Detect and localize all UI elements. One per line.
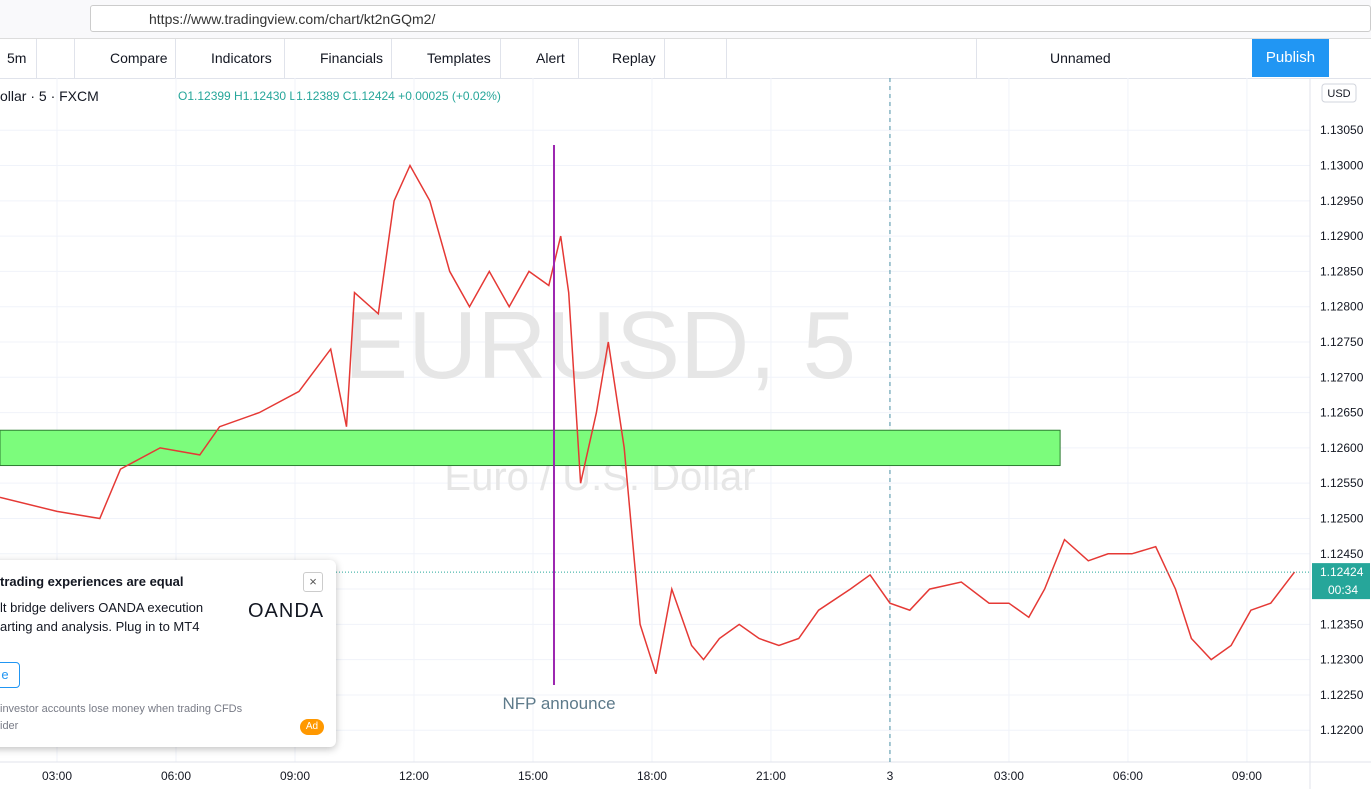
ad-title: trading experiences are equal xyxy=(0,574,184,589)
y-tick-label: 1.12300 xyxy=(1320,653,1364,667)
timer: 00:34 xyxy=(1328,583,1358,597)
ad-brand: OANDA xyxy=(248,600,325,622)
y-tick-label: 1.12250 xyxy=(1320,688,1364,702)
y-tick-label: 1.13050 xyxy=(1320,123,1364,137)
ad-disclaimer: investor accounts lose money when tradin… xyxy=(0,703,243,715)
price-line xyxy=(0,163,1296,675)
x-tick-label: 03:00 xyxy=(994,769,1024,783)
alert[interactable]: Alert xyxy=(536,50,565,66)
chart: EURUSD, 5 Euro / U.S. Dollar 1.122001.12… xyxy=(0,78,1371,789)
watermark: EURUSD, 5 xyxy=(344,292,856,399)
y-tick-label: 1.12750 xyxy=(1320,335,1364,349)
y-tick-label: 1.12500 xyxy=(1320,511,1364,525)
y-tick-label: 1.13000 xyxy=(1320,159,1364,173)
currency: USD xyxy=(1327,88,1350,100)
x-tick-label: 12:00 xyxy=(399,769,429,783)
x-tick-label: 3 xyxy=(887,769,894,783)
ad: trading experiences are equal lt bridge … xyxy=(0,560,336,747)
toolbar: 5m Compare Indicators Financials Templat… xyxy=(0,39,1371,79)
indicators[interactable]: Indicators xyxy=(211,50,272,66)
x-tick-label: 21:00 xyxy=(756,769,786,783)
x-tick-label: 09:00 xyxy=(1232,769,1262,783)
ad-close[interactable]: × xyxy=(303,572,323,592)
x-tick-label: 18:00 xyxy=(637,769,667,783)
replay[interactable]: Replay xyxy=(612,50,656,66)
templates[interactable]: Templates xyxy=(427,50,491,66)
y-tick-label: 1.12200 xyxy=(1320,723,1364,737)
last-price: 1.12424 xyxy=(1320,565,1364,579)
y-tick-label: 1.12950 xyxy=(1320,194,1364,208)
event-label: NFP announce xyxy=(502,694,615,713)
url[interactable]: https://www.tradingview.com/chart/kt2nGQ… xyxy=(90,5,1371,32)
ohlc: O1.12399 H1.12430 L1.12389 C1.12424 +0.0… xyxy=(178,89,501,103)
compare[interactable]: Compare xyxy=(110,50,168,66)
y-tick-label: 1.12550 xyxy=(1320,476,1364,490)
browser-bar: https://www.tradingview.com/chart/kt2nGQ… xyxy=(0,0,1371,39)
y-tick-label: 1.12700 xyxy=(1320,370,1364,384)
y-tick-label: 1.12450 xyxy=(1320,547,1364,561)
y-tick-label: 1.12650 xyxy=(1320,406,1364,420)
layout-name[interactable]: Unnamed xyxy=(1050,50,1111,66)
y-tick-label: 1.12350 xyxy=(1320,617,1364,631)
currency-box xyxy=(1321,83,1357,103)
y-tick-label: 1.12600 xyxy=(1320,441,1364,455)
x-tick-label: 09:00 xyxy=(280,769,310,783)
zone xyxy=(0,429,1061,467)
publish[interactable]: Publish xyxy=(1252,39,1329,77)
ad-text: lt bridge delivers OANDA execution xyxy=(0,600,204,615)
financials[interactable]: Financials xyxy=(320,50,384,66)
ad-disclaimer: ider xyxy=(0,720,19,732)
x-tick-label: 06:00 xyxy=(1113,769,1143,783)
y-tick-label: 1.12900 xyxy=(1320,229,1364,243)
x-tick-label: 03:00 xyxy=(42,769,72,783)
x-tick-label: 06:00 xyxy=(161,769,191,783)
last-price-tag xyxy=(1312,563,1370,600)
ad-text: arting and analysis. Plug in to MT4 xyxy=(0,619,200,634)
ad-badge: Ad xyxy=(300,719,324,735)
y-tick-label: 1.12850 xyxy=(1320,264,1364,278)
symbol: ollar · 5 · FXCM xyxy=(0,88,99,104)
interval[interactable]: 5m xyxy=(7,50,27,66)
x-tick-label: 15:00 xyxy=(518,769,548,783)
ad-button[interactable]: e xyxy=(0,662,20,688)
y-tick-label: 1.12800 xyxy=(1320,300,1364,314)
